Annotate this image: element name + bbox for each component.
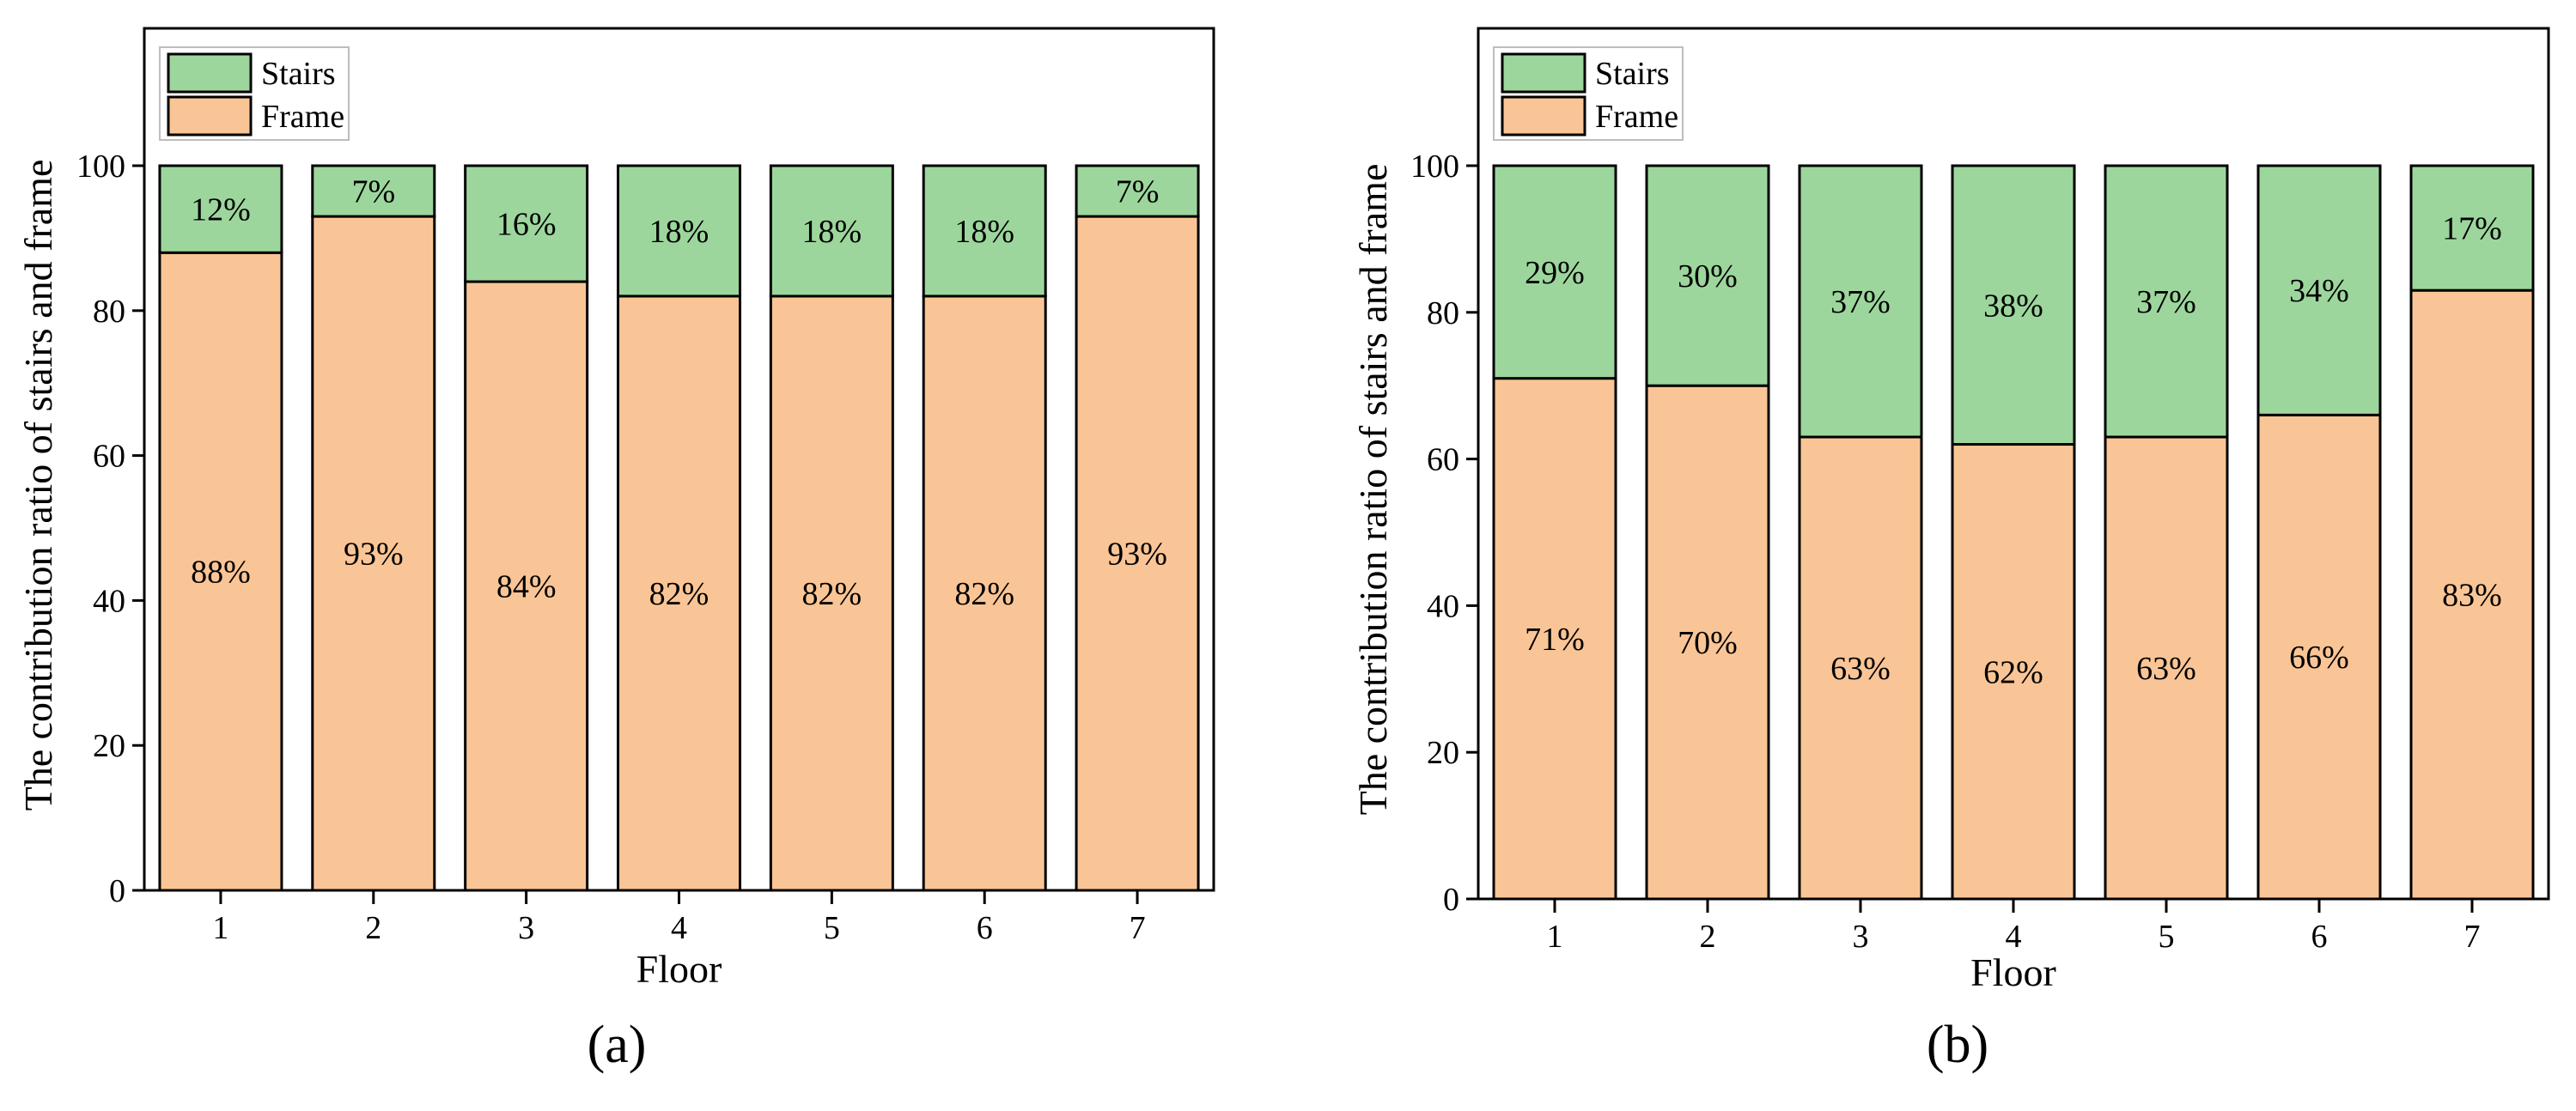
panel-label-a: (a) — [588, 1016, 647, 1074]
data-label-stairs-floor-6: 34% — [2289, 273, 2349, 309]
data-label-frame-floor-1: 88% — [191, 555, 251, 591]
bar-stairs-floor-3 — [464, 164, 589, 283]
data-label-frame-floor-6: 66% — [2289, 640, 2349, 676]
bar-stairs-floor-7 — [2409, 164, 2535, 292]
x-tick-label-1: 1 — [212, 910, 228, 946]
bar-stairs-floor-2 — [1645, 164, 1770, 387]
y-tick-label-60: 60 — [1427, 442, 1459, 478]
bar-stairs-floor-7 — [1075, 164, 1200, 218]
bar-frame-floor-7 — [1075, 215, 1200, 892]
data-label-frame-floor-3: 84% — [496, 569, 557, 605]
bar-stairs-floor-2 — [311, 164, 436, 218]
data-label-frame-floor-5: 82% — [802, 576, 862, 612]
data-label-frame-floor-4: 62% — [1983, 654, 2043, 690]
y-tick-label-0: 0 — [1443, 882, 1459, 918]
y-axis-title: The contribution ratio of stairs and fra… — [16, 160, 60, 811]
bar-stairs-floor-1 — [158, 164, 283, 254]
data-label-stairs-floor-3: 37% — [1830, 284, 1891, 320]
data-label-stairs-floor-1: 29% — [1525, 255, 1585, 291]
legend: Stairs Frame — [159, 46, 350, 141]
legend-swatch-frame — [1501, 95, 1586, 137]
legend-label-stairs: Stairs — [261, 56, 336, 92]
chart-panel-a: 88% 12% 93% 7% 84% 16% 82% 18% 82% 18% 82% 18% 93% 7%… — [16, 27, 1215, 1074]
data-label-stairs-floor-2: 7% — [351, 174, 395, 210]
data-label-stairs-floor-7: 17% — [2442, 211, 2502, 247]
data-label-frame-floor-3: 63% — [1830, 651, 1891, 687]
y-tick-label-80: 80 — [1427, 295, 1459, 331]
data-label-frame-floor-2: 93% — [344, 537, 404, 573]
y-tick-label-100: 100 — [76, 149, 125, 185]
panel-label-b: (b) — [1927, 1016, 1988, 1074]
data-label-frame-floor-4: 82% — [649, 576, 709, 612]
data-label-frame-floor-5: 63% — [2136, 651, 2196, 687]
data-label-frame-floor-2: 70% — [1678, 625, 1738, 661]
y-tick-label-20: 20 — [93, 728, 125, 764]
data-label-stairs-floor-2: 30% — [1678, 258, 1738, 294]
data-label-stairs-floor-4: 38% — [1983, 288, 2043, 324]
bar-stairs-floor-4 — [617, 164, 741, 298]
data-label-frame-floor-6: 82% — [954, 576, 1014, 612]
bar-stairs-floor-5 — [769, 164, 894, 298]
x-tick-label-4: 4 — [671, 910, 687, 946]
x-tick-label-4: 4 — [2006, 919, 2022, 955]
y-tick-label-80: 80 — [93, 294, 125, 330]
legend-swatch-frame — [167, 95, 253, 137]
data-label-stairs-floor-6: 18% — [954, 214, 1014, 250]
bar-stairs-floor-4 — [1951, 164, 2076, 446]
bar-frame-floor-7 — [2409, 288, 2535, 901]
y-tick-label-40: 40 — [93, 583, 125, 619]
bar-stairs-floor-6 — [2256, 164, 2382, 416]
data-label-stairs-floor-5: 37% — [2136, 284, 2196, 320]
x-tick-label-3: 3 — [518, 910, 534, 946]
y-tick-label-40: 40 — [1427, 588, 1459, 624]
x-tick-label-2: 2 — [1700, 919, 1716, 955]
bar-frame-floor-6 — [922, 294, 1047, 892]
legend: Stairs Frame — [1493, 46, 1684, 141]
x-tick-label-6: 6 — [977, 910, 993, 946]
data-label-stairs-floor-7: 7% — [1116, 174, 1160, 210]
x-tick-label-5: 5 — [824, 910, 840, 946]
x-tick-label-2: 2 — [365, 910, 381, 946]
legend-label-stairs: Stairs — [1595, 56, 1670, 92]
y-tick-label-60: 60 — [93, 439, 125, 475]
bar-frame-floor-3 — [464, 280, 589, 892]
bar-frame-floor-6 — [2256, 413, 2382, 901]
legend-label-frame: Frame — [1595, 99, 1678, 135]
bar-stairs-floor-5 — [2104, 164, 2229, 439]
x-tick-label-6: 6 — [2311, 919, 2328, 955]
y-tick-label-20: 20 — [1427, 735, 1459, 771]
data-label-frame-floor-7: 93% — [1107, 537, 1167, 573]
bar-frame-floor-1 — [158, 251, 283, 892]
y-tick-label-100: 100 — [1410, 149, 1459, 185]
x-tick-label-1: 1 — [1547, 919, 1563, 955]
bar-frame-floor-5 — [2104, 435, 2229, 901]
y-axis-title: The contribution ratio of stairs and fra… — [1351, 164, 1395, 816]
legend-label-frame: Frame — [261, 99, 344, 135]
legend-swatch-stairs — [1501, 52, 1586, 94]
x-tick-label-7: 7 — [1130, 910, 1146, 946]
bar-stairs-floor-6 — [922, 164, 1047, 298]
legend-swatch-stairs — [167, 52, 253, 94]
x-tick-label-3: 3 — [1853, 919, 1869, 955]
data-label-frame-floor-1: 71% — [1525, 622, 1585, 658]
bar-stairs-floor-1 — [1492, 164, 1617, 380]
data-label-stairs-floor-3: 16% — [496, 207, 557, 243]
chart-panel-b: 71% 29% 70% 30% 63% 37% 62% 38% 63% 37% 66% 34% 83% 1… — [1351, 27, 2550, 1074]
x-axis-title: Floor — [1970, 950, 2056, 994]
data-label-stairs-floor-4: 18% — [649, 214, 709, 250]
x-axis-title: Floor — [636, 947, 722, 991]
y-tick-label-0: 0 — [109, 873, 125, 909]
data-label-stairs-floor-1: 12% — [191, 192, 251, 228]
x-tick-label-7: 7 — [2464, 919, 2481, 955]
data-label-stairs-floor-5: 18% — [802, 214, 862, 250]
bar-stairs-floor-3 — [1798, 164, 1923, 439]
bar-frame-floor-3 — [1798, 435, 1923, 901]
x-tick-label-5: 5 — [2159, 919, 2175, 955]
data-label-frame-floor-7: 83% — [2442, 578, 2502, 614]
